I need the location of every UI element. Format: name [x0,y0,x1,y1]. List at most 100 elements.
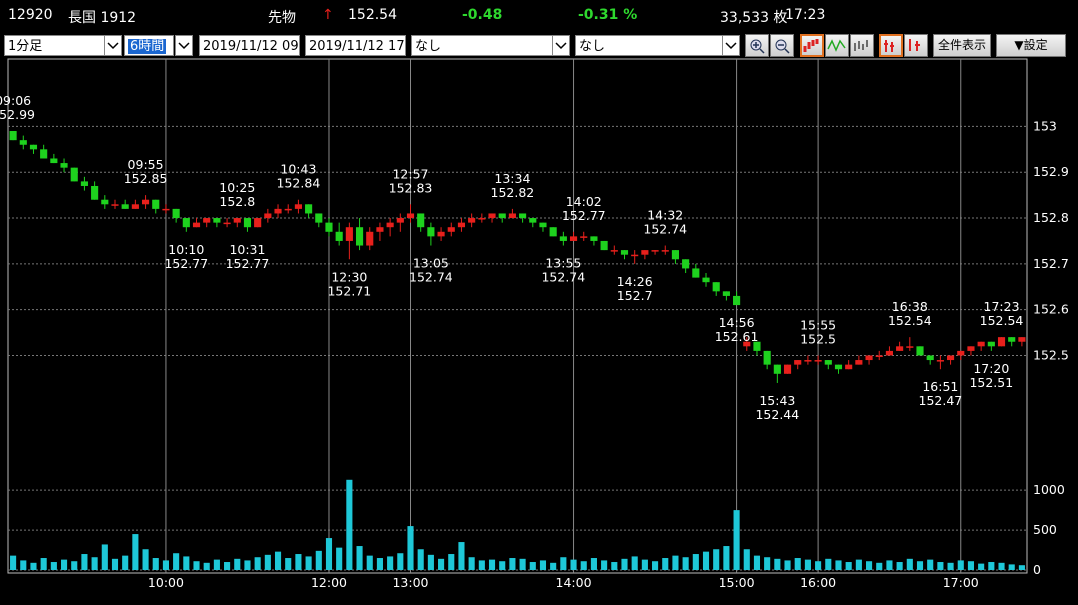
volume-bar [264,554,271,570]
candle-body [702,277,710,283]
volume-bar [743,549,750,570]
volume-bar [825,558,832,570]
chart: 152.5 152.6 152.7 152.8 152.9 153 0 500 1000 10:0… [0,58,1069,590]
annotation-price: 152.54 [888,313,932,328]
candle-body [294,204,302,209]
volume-bar [682,557,689,570]
span-select[interactable]: 6時間 [124,35,174,56]
candle-body [478,218,486,220]
candle-body [141,199,150,205]
candle-body [9,131,17,141]
volume-bar [152,558,159,570]
volume-bar [672,555,679,570]
x-tick-label: 13:00 [392,575,428,590]
volume-bar [274,551,282,570]
annotation-time: 09:55 [128,157,164,172]
volume-bar [611,562,618,570]
x-tick-label: 16:00 [800,575,836,590]
candle-body [682,259,690,269]
candle-body [814,360,822,362]
candle-body [91,185,99,200]
y-tick-label: 152.8 [1033,210,1069,225]
volume-bar [244,560,251,570]
candle-body [926,355,934,361]
volume-bar [804,559,811,570]
volume-bar [234,558,241,570]
candle-body [355,227,364,246]
y-tick-label: 153 [1033,118,1057,133]
volume-bar [1018,565,1025,570]
candle-body [386,222,394,228]
volume-bar [580,561,587,570]
candle-body [580,236,588,238]
bar-chart[interactable] [850,34,874,57]
candle-body [906,346,914,348]
indicator1[interactable]: なし [411,35,553,56]
volume-bar [845,562,852,570]
volume-bar [111,558,119,570]
x-tick-label: 14:00 [556,575,592,590]
candle-body [916,346,924,356]
volume-bar [886,560,893,570]
zoom-out[interactable] [770,34,794,57]
code: 12920 [8,7,53,23]
candle-body [172,208,180,219]
price: 152.54 [348,7,397,23]
candle-body [101,199,109,205]
candle-body [498,213,506,219]
candle-body [60,163,68,168]
indicator2[interactable]: なし [575,35,723,56]
to-date[interactable]: 2019/11/12 17 [305,35,406,56]
candle-body [549,227,557,237]
volume-bar [519,558,526,570]
annotation-time: 15:55 [800,317,836,332]
candle-body [254,218,262,228]
candle-body [957,350,965,356]
volume-bar [774,558,781,570]
annotation-price: 152.54 [980,313,1024,328]
volume-bar [529,562,536,570]
volume-bar [346,479,353,570]
cursor-tool[interactable] [879,34,903,57]
candle-body [722,291,730,296]
candle-body [947,355,955,361]
volume-bar [60,559,68,570]
volume-bar [417,549,424,570]
show-all[interactable]: 全件表示 [933,34,991,57]
volume-bar [20,560,27,570]
volume-bar [203,562,210,570]
interval-select[interactable]: 1分足 [4,35,105,56]
annotation-price: 152.77 [164,256,208,271]
volume-bar [509,558,516,570]
candle-body [559,236,567,241]
annotation-price: 152.99 [0,107,35,122]
candle-body [50,158,58,164]
zoom-in[interactable] [745,34,769,57]
candle-body [182,218,190,228]
candle-body [875,355,883,357]
candle-body [692,268,700,278]
annotation-price: 152.77 [226,256,270,271]
volume-bar [570,559,577,570]
annotation-time: 10:25 [219,180,255,195]
annotation-price: 152.7 [617,288,653,303]
annotation-price: 152.61 [715,329,759,344]
candle-body [447,227,455,232]
cursor-tool2[interactable] [904,34,928,57]
settings[interactable]: ▼設定 [996,34,1066,57]
candle-chart[interactable] [800,34,824,57]
candle-body [824,360,832,365]
candle-body [457,222,466,228]
dropdown[interactable] [175,35,193,56]
volume-bar [488,559,496,570]
dropdown[interactable] [104,35,122,56]
line-chart[interactable] [825,34,849,57]
dropdown[interactable] [552,35,570,56]
annotation-time: 10:10 [168,242,204,257]
from-date[interactable]: 2019/11/12 09 [199,35,300,56]
volume-bar [865,561,873,570]
change: -0.48 [462,7,503,23]
dropdown[interactable] [722,35,740,56]
annotation-time: 16:38 [892,299,928,314]
candle-body [855,360,863,365]
